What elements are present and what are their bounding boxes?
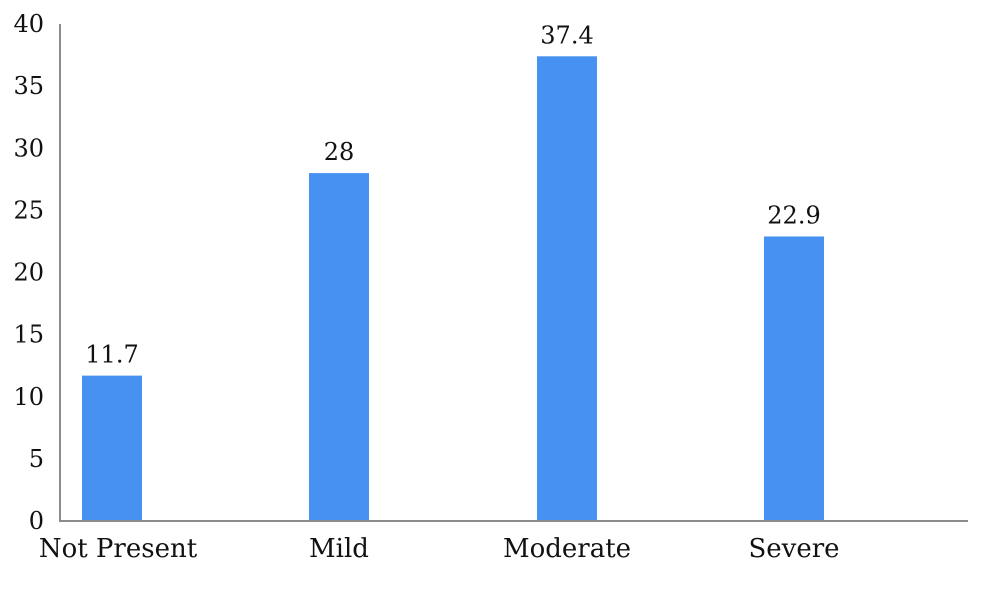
bar-severe bbox=[764, 236, 824, 521]
data-label: 11.7 bbox=[85, 341, 138, 369]
data-label: 37.4 bbox=[540, 21, 593, 49]
bar-mild bbox=[309, 173, 369, 521]
x-axis-labels: Not Present Mild Moderate Severe bbox=[39, 534, 840, 564]
y-tick-label: 40 bbox=[13, 10, 44, 38]
axes bbox=[59, 24, 968, 522]
data-label: 22.9 bbox=[767, 201, 820, 229]
x-category-label: Severe bbox=[748, 534, 839, 564]
y-tick-label: 20 bbox=[13, 259, 44, 287]
x-category-label: Not Present bbox=[39, 534, 198, 564]
bar-not-present bbox=[82, 375, 142, 521]
y-tick-label: 30 bbox=[13, 134, 44, 162]
y-axis-ticks: 0 5 10 15 20 25 30 35 40 bbox=[13, 10, 44, 535]
x-category-label: Mild bbox=[309, 534, 369, 564]
data-labels: 11.7 28 37.4 22.9 bbox=[85, 21, 820, 368]
data-label: 28 bbox=[324, 138, 355, 166]
y-tick-label: 5 bbox=[29, 445, 44, 473]
y-tick-label: 10 bbox=[13, 383, 44, 411]
bars bbox=[82, 56, 824, 522]
y-tick-label: 25 bbox=[13, 196, 44, 224]
y-tick-label: 15 bbox=[13, 321, 44, 349]
y-tick-label: 35 bbox=[13, 72, 44, 100]
x-category-label: Moderate bbox=[503, 534, 631, 564]
bar-moderate bbox=[537, 56, 597, 522]
y-tick-label: 0 bbox=[29, 507, 44, 535]
